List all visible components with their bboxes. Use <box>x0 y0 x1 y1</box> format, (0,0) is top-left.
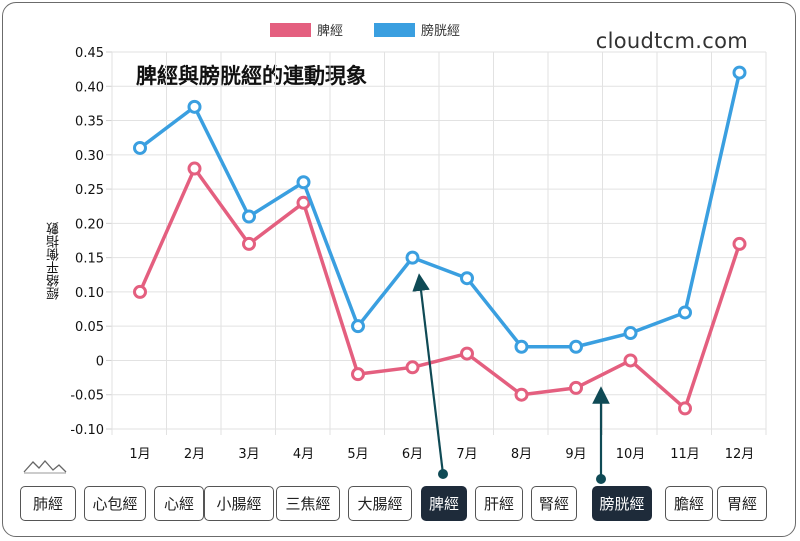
x-tick-label: 12月 <box>725 447 755 462</box>
data-point <box>678 305 692 320</box>
data-point <box>732 236 747 251</box>
data-point <box>296 175 311 190</box>
chart-title: 脾經與膀胱經的連動現象 <box>136 64 367 88</box>
y-tick-label: 0.40 <box>75 80 104 95</box>
tab-meridian-10[interactable]: 膽經 <box>665 486 713 521</box>
y-tick-label: 0.45 <box>75 46 104 61</box>
x-tick-label: 4月 <box>293 447 314 462</box>
data-point <box>569 380 583 395</box>
data-point <box>351 319 365 334</box>
legend-label-bladder: 膀胱經 <box>421 24 461 39</box>
data-point <box>514 387 529 402</box>
y-tick-label: 0 <box>96 354 104 369</box>
x-tick-label: 8月 <box>511 447 532 462</box>
data-point <box>460 346 474 361</box>
data-point <box>242 236 256 251</box>
data-point <box>187 161 202 176</box>
data-point <box>351 367 365 382</box>
tab-meridian-1[interactable]: 心包經 <box>84 486 146 521</box>
annotation-arrow-anchor <box>596 474 606 484</box>
data-point <box>569 339 583 354</box>
x-tick-label: 11月 <box>670 447 700 462</box>
brand-watermark: cloudtcm.com <box>595 29 748 53</box>
data-point <box>732 65 747 80</box>
legend-label-spleen: 脾經 <box>317 24 344 39</box>
legend-swatch-spleen <box>270 22 311 37</box>
data-point <box>678 401 692 416</box>
y-tick-label: 0.30 <box>75 149 104 164</box>
data-point <box>133 284 147 299</box>
tab-meridian-11[interactable]: 胃經 <box>717 486 767 521</box>
tab-meridian-2[interactable]: 心經 <box>154 486 204 521</box>
legend-swatch-bladder <box>374 22 415 37</box>
y-tick-label: 0.05 <box>75 320 104 335</box>
y-tick-label: 0.35 <box>75 115 104 130</box>
data-point <box>405 360 420 375</box>
data-point <box>460 271 474 286</box>
tab-meridian-9[interactable]: 膀胱經 <box>592 486 652 521</box>
mountain-logo-icon <box>23 460 67 474</box>
tab-meridian-7[interactable]: 肝經 <box>475 486 523 521</box>
x-tick-label: 10月 <box>616 447 646 462</box>
data-point <box>405 250 420 265</box>
y-tick-label: 0.25 <box>75 183 104 198</box>
legend: 脾經 膀胱經 <box>0 20 800 44</box>
y-tick-label: -0.05 <box>70 389 104 404</box>
x-tick-label: 9月 <box>565 447 586 462</box>
x-tick-label: 7月 <box>456 447 477 462</box>
data-point <box>623 326 638 341</box>
y-tick-label: 0.15 <box>75 252 104 267</box>
annotation-arrow <box>412 273 445 475</box>
x-tick-label: 6月 <box>402 447 423 462</box>
x-tick-label: 5月 <box>347 447 368 462</box>
x-tick-label: 3月 <box>238 447 259 462</box>
y-tick-label: 0.20 <box>75 217 104 232</box>
tab-meridian-6[interactable]: 脾經 <box>421 486 467 521</box>
series-line-0 <box>138 166 742 411</box>
series-line-1 <box>138 72 742 349</box>
y-tick-label: 0.10 <box>75 286 104 301</box>
data-point <box>296 195 311 210</box>
legend-item-spleen[interactable]: 脾經 <box>270 20 343 39</box>
tab-meridian-5[interactable]: 大腸經 <box>348 486 412 521</box>
data-point <box>242 209 256 224</box>
legend-item-bladder[interactable]: 膀胱經 <box>374 20 460 39</box>
x-tick-label: 2月 <box>184 447 205 462</box>
x-tick-label: 1月 <box>129 447 150 462</box>
y-tick-label: -0.10 <box>70 423 104 438</box>
data-point <box>187 99 202 114</box>
tab-meridian-0[interactable]: 肺經 <box>20 486 76 521</box>
tab-meridian-8[interactable]: 腎經 <box>531 486 577 521</box>
data-point <box>133 140 147 155</box>
tab-meridian-3[interactable]: 小腸經 <box>204 486 274 521</box>
data-point <box>514 339 529 354</box>
tab-meridian-4[interactable]: 三焦經 <box>276 486 340 521</box>
annotation-arrow-anchor <box>438 469 448 479</box>
data-point <box>623 353 638 368</box>
